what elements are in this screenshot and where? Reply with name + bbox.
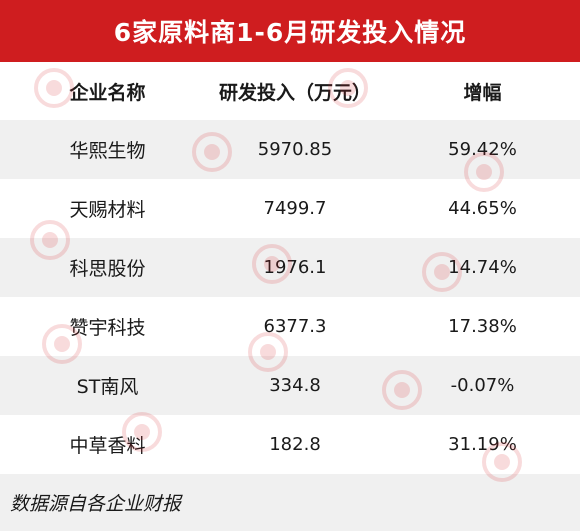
table-row: 中草香料 182.8 31.19% [0,415,580,474]
table-row: 赞宇科技 6377.3 17.38% [0,297,580,356]
rd-value: 182.8 [269,434,321,455]
source-footer: 数据源自各企业财报 [0,474,580,531]
column-header-name: 企业名称 [69,81,146,104]
table-header: 企业名称 研发投入（万元） 增幅 [0,62,580,120]
rd-value: 334.8 [269,375,321,396]
increase-value: 44.65% [448,198,517,219]
column-header-rd: 研发投入（万元） [218,81,371,104]
company-name: 赞宇科技 [69,317,146,339]
rd-value: 7499.7 [263,198,327,219]
source-note: 数据源自各企业财报 [10,493,182,515]
rd-value: 5970.85 [257,139,333,160]
company-name: 天赐材料 [69,199,146,221]
company-name: 华熙生物 [69,140,146,162]
table-row: 天赐材料 7499.7 44.65% [0,179,580,238]
data-table: 企业名称 研发投入（万元） 增幅 华熙生物 5970.85 59.42% 天赐材… [0,62,580,474]
company-name: ST南风 [76,376,139,398]
increase-value: 59.42% [448,139,517,160]
table-row: 华熙生物 5970.85 59.42% [0,120,580,179]
increase-value: 17.38% [448,316,517,337]
company-name: 科思股份 [69,258,146,280]
table-row: 科思股份 1976.1 14.74% [0,238,580,297]
page-title: 6家原料商1-6月研发投入情况 [113,18,467,47]
increase-value: 31.19% [448,434,517,455]
company-name: 中草香料 [69,435,146,457]
increase-value: -0.07% [450,375,515,396]
increase-value: 14.74% [448,257,517,278]
rd-value: 1976.1 [263,257,327,278]
title-bar: 6家原料商1-6月研发投入情况 [0,0,580,62]
table-row: ST南风 334.8 -0.07% [0,356,580,415]
column-header-increase: 增幅 [463,81,502,104]
rd-value: 6377.3 [263,316,327,337]
